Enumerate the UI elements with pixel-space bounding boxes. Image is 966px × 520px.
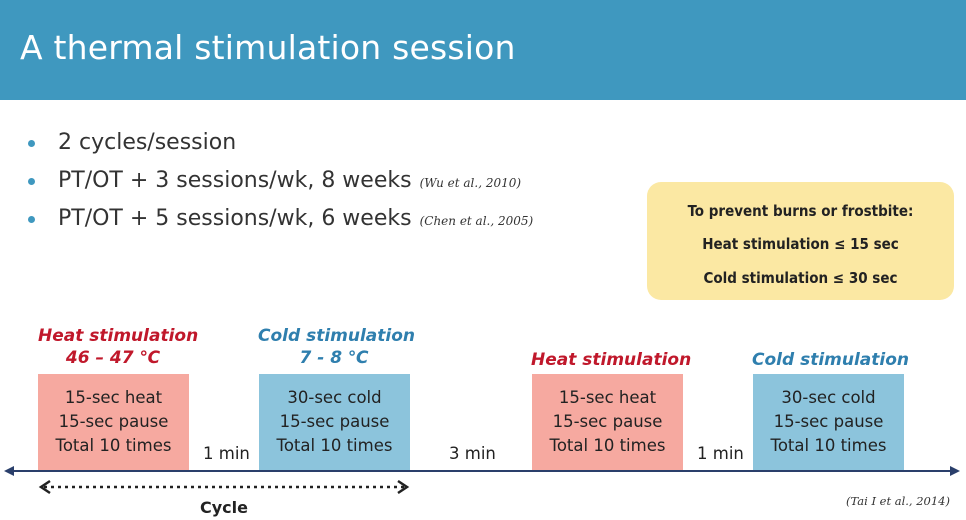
- title-banner: A thermal stimulation session: [0, 0, 966, 100]
- citation: (Chen et al., 2005): [419, 214, 534, 228]
- note-heat-limit: Heat stimulation ≤ 15 sec: [702, 235, 899, 253]
- interval-label: 3 min: [449, 444, 496, 463]
- interval-label: 1 min: [203, 444, 250, 463]
- bullet-text: PT/OT + 3 sessions/wk, 8 weeks (Wu et al.…: [58, 168, 522, 193]
- cycle-arrowhead-left: [38, 479, 51, 495]
- timeline-arrowhead-left: [4, 466, 14, 476]
- heat-protocol-box: 15-sec heat 15-sec pause Total 10 times: [38, 374, 189, 470]
- safety-note: To prevent burns or frostbite: Heat stim…: [647, 182, 954, 300]
- cold-stimulation-label: Cold stimulation: [752, 350, 909, 370]
- heat-protocol-box: 15-sec heat 15-sec pause Total 10 times: [532, 374, 683, 470]
- bullet-dot: [28, 178, 35, 185]
- cold-protocol-box: 30-sec cold 15-sec pause Total 10 times: [753, 374, 904, 470]
- cold-temperature: 7 - 8 ℃: [299, 348, 369, 368]
- note-heading: To prevent burns or frostbite:: [687, 202, 914, 220]
- timeline-arrowhead-right: [950, 466, 960, 476]
- reference-citation: (Tai I et al., 2014): [846, 494, 950, 508]
- cycle-label: Cycle: [200, 498, 248, 517]
- page-title: A thermal stimulation session: [20, 28, 516, 67]
- bullet-dot: [28, 216, 35, 223]
- cycle-arrowhead-right: [397, 479, 410, 495]
- heat-stimulation-label: Heat stimulation: [531, 350, 692, 370]
- citation: (Wu et al., 2010): [419, 176, 522, 190]
- cold-stimulation-label: Cold stimulation 7 - 8 ℃: [258, 326, 415, 368]
- bullet-text: PT/OT + 5 sessions/wk, 6 weeks (Chen et a…: [58, 206, 534, 231]
- heat-temperature: 46 – 47 ℃: [65, 348, 161, 368]
- note-cold-limit: Cold stimulation ≤ 30 sec: [703, 269, 898, 287]
- interval-label: 1 min: [697, 444, 744, 463]
- cold-protocol-box: 30-sec cold 15-sec pause Total 10 times: [259, 374, 410, 470]
- heat-stimulation-label: Heat stimulation 46 – 47 ℃: [38, 326, 199, 368]
- bullet-dot: [28, 140, 35, 147]
- bullet-text: 2 cycles/session: [58, 130, 237, 155]
